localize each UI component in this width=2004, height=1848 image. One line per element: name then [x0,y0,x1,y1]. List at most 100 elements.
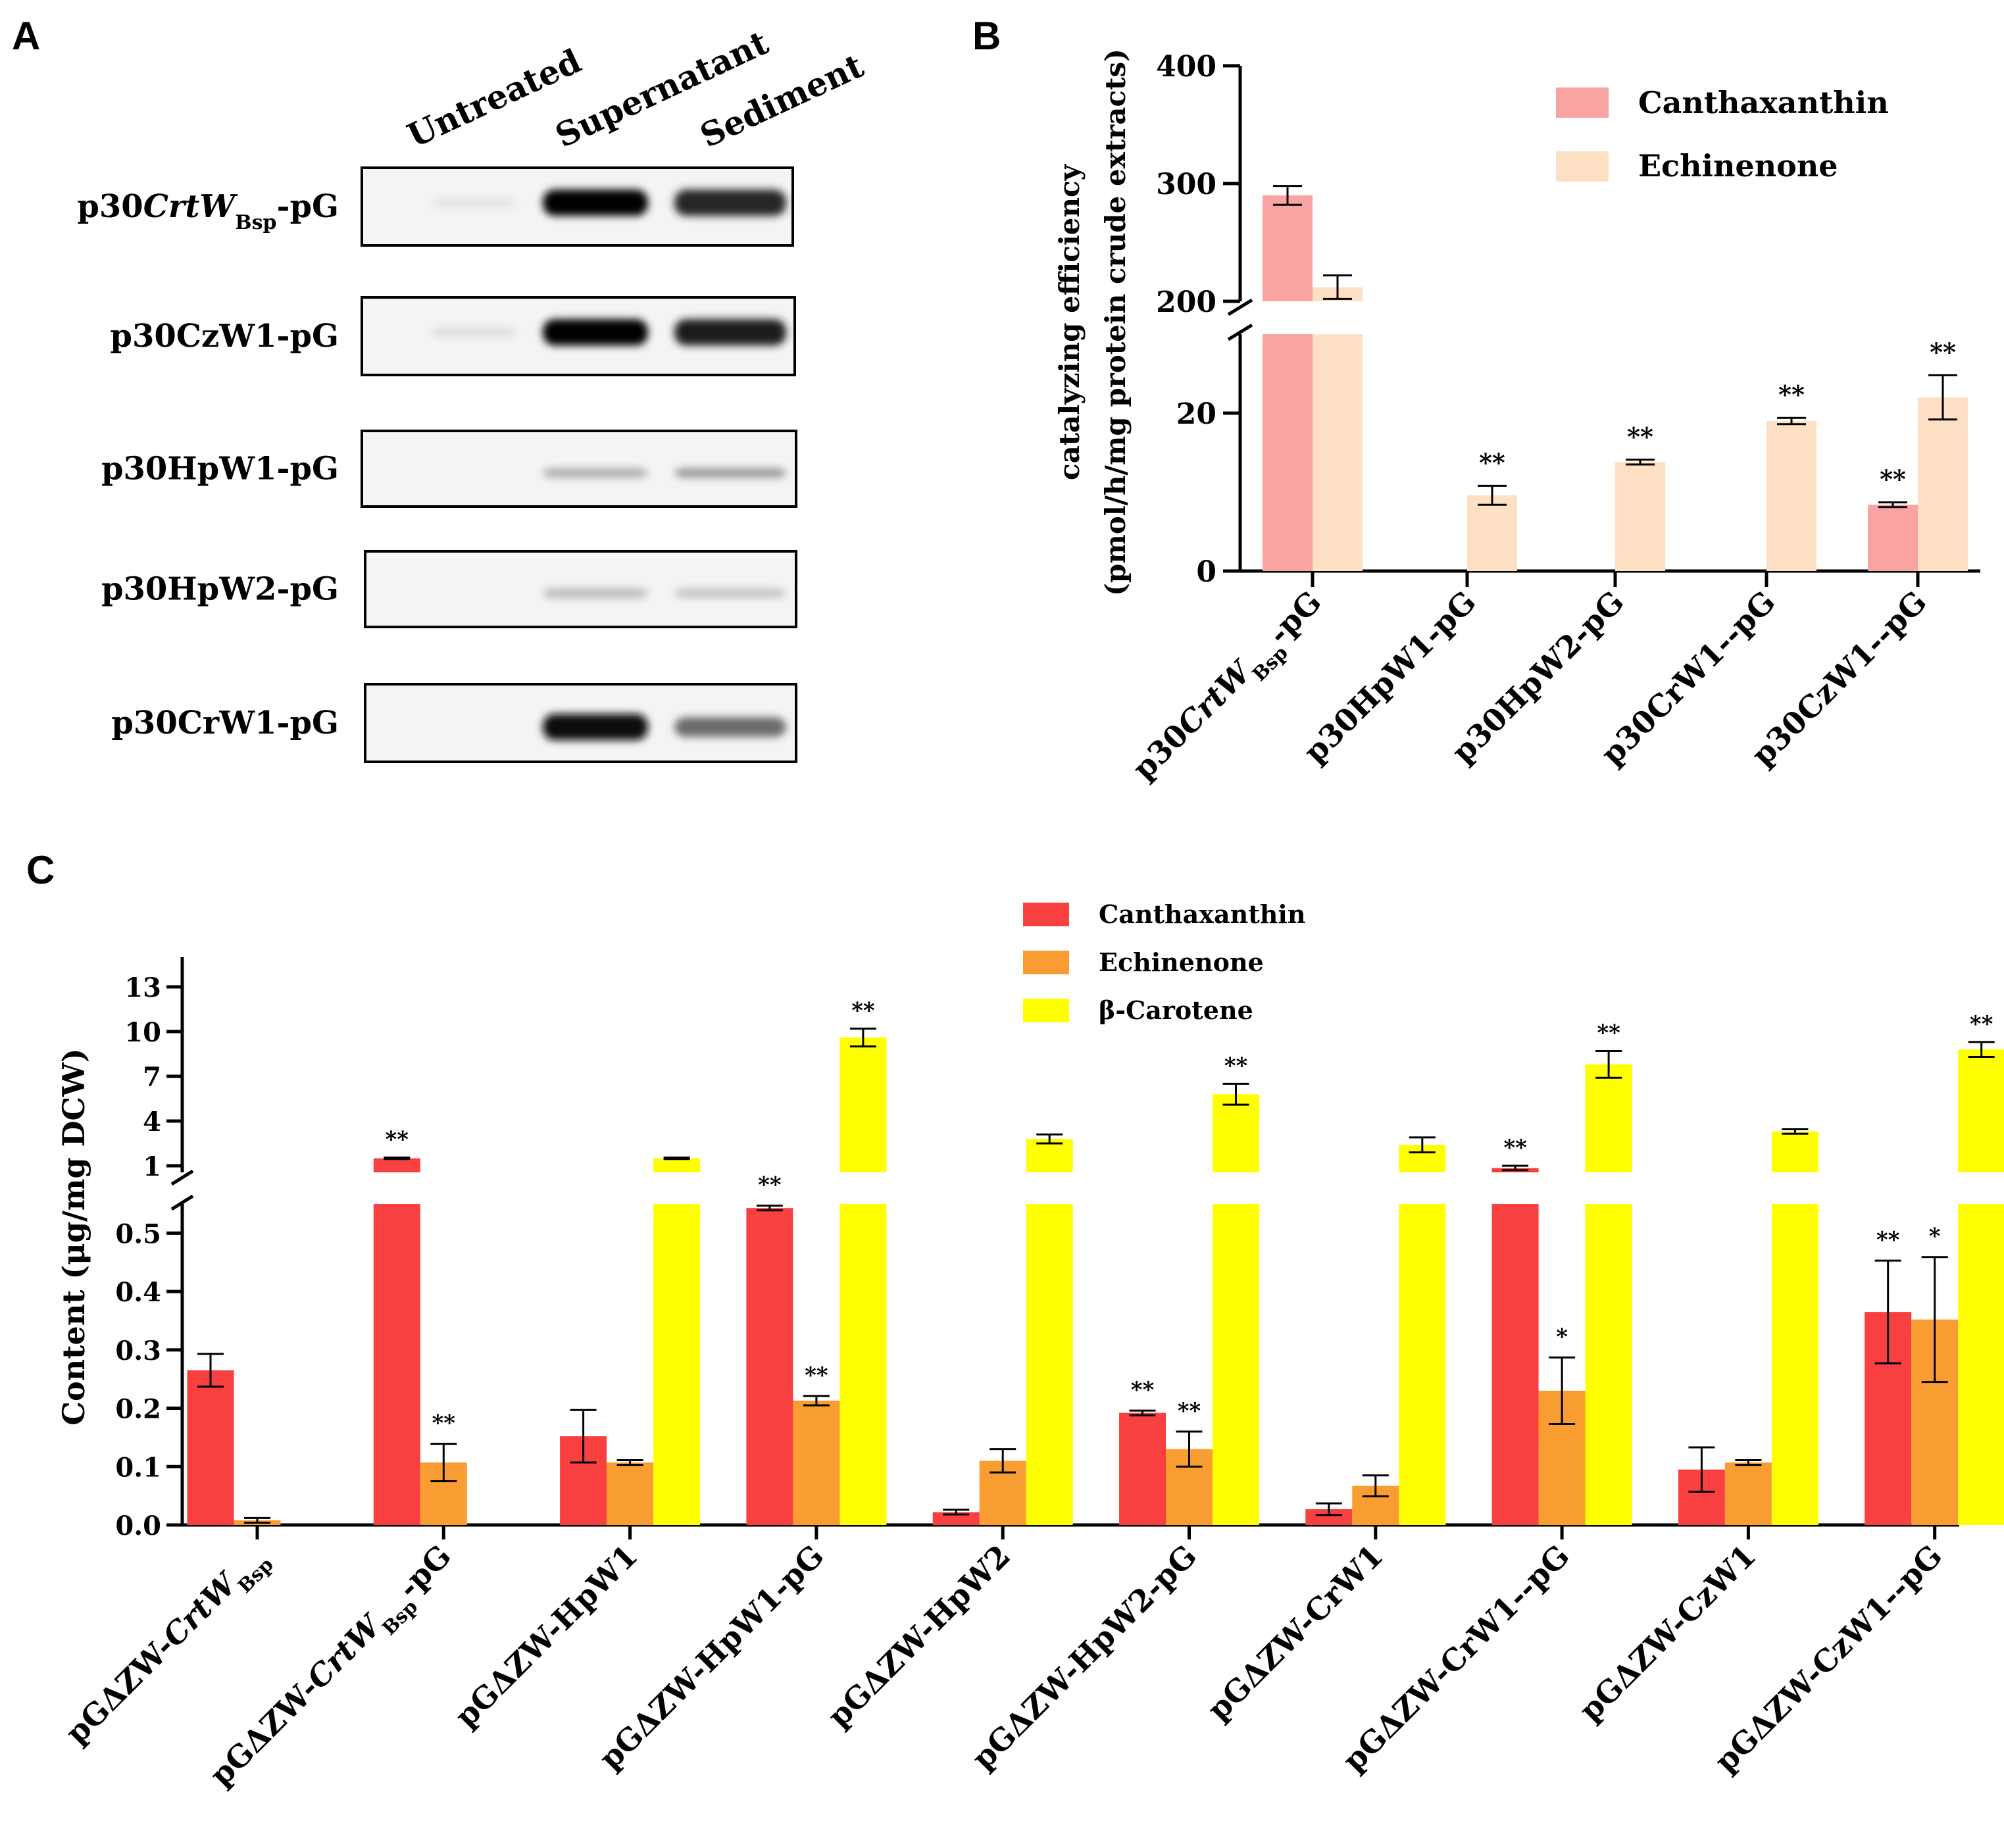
chart-b-bar-canthaxanthin [1868,505,1918,571]
blot-band [674,319,786,346]
chart-c-ytick-label: 0.4 [115,1277,161,1308]
panel-c-label: C [26,848,55,892]
label-prefix: p30 [77,188,143,225]
significance-mark: ** [386,1127,409,1153]
chart-c-bar-carotene [1771,1204,1818,1525]
significance-mark: ** [851,997,875,1024]
chart-c-bar-carotene [1213,1204,1259,1525]
chart-c-ytick-label: 0.1 [115,1452,161,1483]
chart-b-ytick-label: 300 [1156,168,1216,201]
legend-label-canthaxanthin-c: Canthaxanthin [1099,899,1305,929]
significance-mark: ** [1876,1227,1900,1253]
chart-b: 020200300400p30CrtWBsp-pGp30HpW1-pG**p30… [1053,49,1980,793]
chart-c-ytick-label: 0.5 [115,1218,161,1249]
chart-c-bar-canthaxanthin-upper [373,1158,420,1172]
axis-category-label: pGΔZW-CrtWBsp [59,1538,278,1757]
chart-b-ytick-label: 20 [1176,397,1216,431]
label-italic: CrtW [156,1564,245,1654]
label-prefix: pGΔZW-HpW2 [820,1538,1017,1735]
blot-row: p30CrtWBsp-pG [77,166,794,247]
axis-category-label: pGΔZW-CzW1 [1572,1538,1763,1728]
label-prefix: pGΔZW-CzW1 [1572,1538,1763,1728]
chart-c-ytick-label: 4 [143,1107,161,1137]
label-prefix: p30HpW2-pG [101,571,339,608]
chart-b-bar-echinenone [1918,397,1968,571]
chart-c-ytick-label: 7 [143,1062,161,1093]
chart-b-legend: Canthaxanthin Echinenone [1556,85,1889,184]
label-prefix: p30CrW1-pG [111,705,339,741]
chart-b-axis-break [1227,323,1253,341]
chart-c-bar-canthaxanthin [1305,1509,1353,1525]
label-suffix: -pG [277,188,339,225]
blot-row: p30HpW2-pG [101,550,797,628]
blot-band [431,328,516,337]
chart-c-bar-carotene-upper [1771,1131,1818,1172]
axis-category-label: p30CzW1-pG [110,318,339,355]
significance-mark: ** [1880,464,1906,494]
label-subscript: Bsp [235,211,276,234]
chart-c-bar-carotene-upper [839,1037,887,1172]
legend-swatch-canthaxanthin-c [1023,903,1069,926]
chart-b-ytick-label: 200 [1156,286,1216,319]
chart-c-bar-canthaxanthin [187,1370,234,1525]
chart-c-axis-break [170,1169,194,1186]
chart-c-ytick-label: 0.0 [115,1511,161,1541]
blot-row: p30CzW1-pG [110,296,796,376]
significance-mark: ** [1627,422,1653,451]
panel-b-label: B [972,14,1001,58]
label-suffix: -pG [391,1538,458,1605]
chart-b-bar-echinenone [1313,334,1363,571]
legend-label-echinenone-c: Echinenone [1099,947,1264,977]
label-suffix: -pG [1261,584,1328,651]
significance-mark: ** [432,1411,456,1437]
chart-c-bar-carotene-upper [653,1158,701,1172]
axis-category-label: p30CrtWBsp-pG [1126,584,1334,793]
significance-mark: ** [805,1362,828,1389]
significance-mark: * [1556,1324,1568,1350]
chart-c-bar-carotene [839,1204,887,1525]
chart-b-ytick-label: 0 [1196,555,1216,589]
chart-c-bar-echinenone [1724,1462,1772,1525]
chart-c-bar-canthaxanthin [373,1204,420,1525]
chart-c-bar-carotene-upper [1213,1094,1259,1172]
chart-c-bar-echinenone [607,1462,654,1525]
blot-band [674,717,786,737]
significance-mark: ** [1930,337,1956,366]
western-blot-panel: Untreated Supernatant Sediment p30CrtWBs… [77,23,869,763]
significance-mark: ** [1778,380,1805,409]
chart-c-bar-canthaxanthin [1119,1412,1166,1525]
chart-c-ytick-label: 0.2 [115,1394,161,1425]
blot-band [431,198,516,208]
chart-c: 0.00.10.20.30.40.51471013pGΔZW-CrtWBsppG… [56,899,2004,1793]
blot-row: p30CrW1-pG [111,683,797,763]
chart-b-bar-echinenone [1467,495,1517,571]
label-prefix: pGΔZW-CrW1 [1200,1538,1390,1728]
axis-category-label: pGΔZW-HpW2 [820,1538,1017,1735]
legend-swatch-beta-carotene-c [1023,999,1069,1022]
blot-band [543,714,648,741]
axis-category-label: pGΔZW-CrW1 [1200,1538,1390,1728]
label-prefix: p30HpW1-pG [101,451,339,487]
chart-b-ytick-label: 400 [1156,50,1216,84]
chart-c-bar-echinenone [793,1401,840,1525]
significance-mark: ** [1178,1398,1201,1424]
label-prefix: p30CzW1-pG [110,318,339,355]
chart-c-bar-carotene [653,1204,701,1525]
legend-label-beta-carotene-c: β-Carotene [1099,995,1253,1025]
chart-c-bar-carotene [1026,1204,1073,1525]
chart-c-bar-carotene-upper [1026,1139,1073,1172]
blot-band [543,588,648,598]
chart-c-bar-carotene-upper [1958,1049,2004,1172]
label-italic: CrtW [300,1607,389,1696]
significance-mark: ** [1503,1135,1527,1161]
chart-c-ytick-label: 13 [124,972,161,1003]
chart-c-bar-carotene [1399,1204,1446,1525]
legend-swatch-canthaxanthin [1556,87,1609,118]
significance-mark: ** [1970,1011,1993,1037]
axis-category-label: p30CrtWBsp-pG [77,188,339,234]
panel-a-label: A [12,14,40,58]
legend-swatch-echinenone [1556,151,1609,182]
chart-c-legend: Canthaxanthin Echinenone β-Carotene [1023,899,1305,1025]
chart-c-axis-break [170,1194,194,1211]
